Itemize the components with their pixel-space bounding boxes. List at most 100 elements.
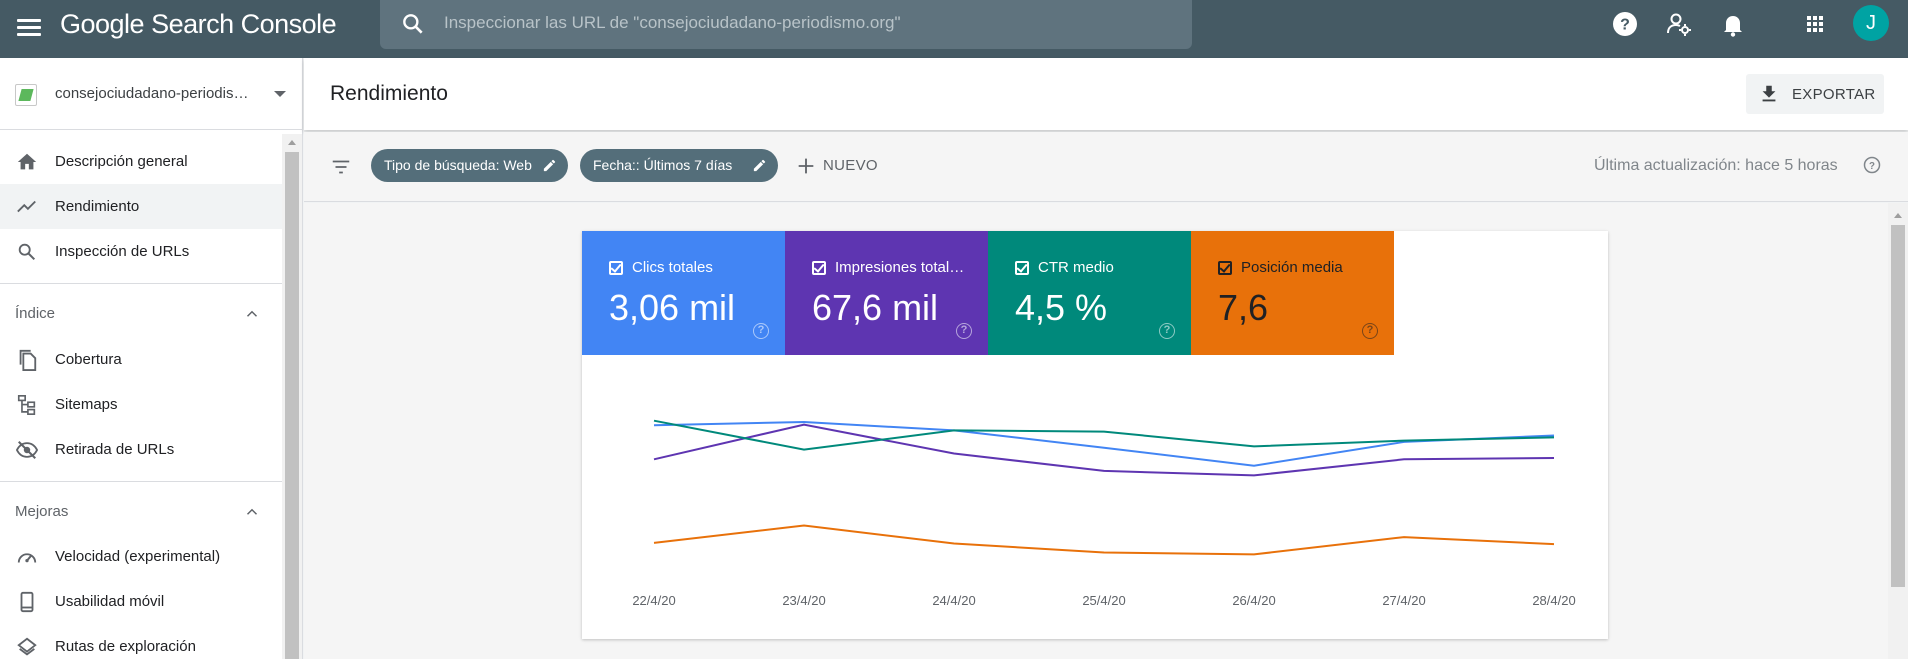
- metric-label: Impresiones total…: [835, 259, 965, 276]
- section-title: Mejoras: [15, 503, 69, 520]
- last-update-text: Última actualización: hace 5 horas: [1594, 157, 1838, 174]
- app-logo[interactable]: Google Search Console: [60, 9, 337, 39]
- chevron-down-icon: [274, 91, 286, 97]
- download-icon: [1762, 85, 1776, 102]
- smartphone-icon: [20, 591, 34, 613]
- scrollbar-thumb[interactable]: [1891, 225, 1905, 587]
- property-selector[interactable]: consejociudadano-periodismo.org: [0, 58, 302, 130]
- main-scrollbar[interactable]: [1888, 203, 1908, 659]
- scrollbar-thumb[interactable]: [285, 152, 299, 659]
- sidebar-item-label: Descripción general: [55, 153, 188, 170]
- help-icon[interactable]: ?: [1159, 323, 1175, 339]
- section-index-toggle[interactable]: Índice: [0, 294, 282, 334]
- help-icon[interactable]: ?: [956, 323, 972, 339]
- sidebar-item-label: Velocidad (experimental): [55, 548, 221, 565]
- metric-value: 67,6 mil: [812, 287, 939, 328]
- menu-icon[interactable]: [15, 13, 43, 41]
- metric-label: Posición media: [1241, 259, 1343, 276]
- search-type-filter-chip[interactable]: Tipo de búsqueda: Web: [371, 149, 568, 182]
- series-line-1: [653, 423, 1555, 477]
- chip-label: Fecha:: Últimos 7 días: [593, 157, 733, 173]
- metric-total-impressions[interactable]: Impresiones total… 67,6 mil ?: [785, 231, 988, 355]
- checkbox-checked-icon[interactable]: [1218, 261, 1232, 275]
- metric-label: CTR medio: [1038, 259, 1114, 276]
- sidebar: consejociudadano-periodismo.org Descripc…: [0, 58, 303, 659]
- metric-value: 7,6: [1218, 287, 1269, 328]
- sidebar-item-performance[interactable]: Rendimiento: [0, 184, 282, 229]
- visibility-off-icon: [16, 441, 38, 459]
- export-button[interactable]: EXPORTAR: [1746, 74, 1884, 114]
- help-icon[interactable]: ?: [1863, 156, 1881, 174]
- layers-icon: [17, 637, 37, 656]
- notifications-icon[interactable]: [1717, 8, 1749, 40]
- svg-text:?: ?: [1620, 17, 1630, 34]
- sidebar-item-label: Inspección de URLs: [55, 243, 190, 260]
- sidebar-item-label: Cobertura: [55, 351, 122, 368]
- sidebar-item-speed[interactable]: Velocidad (experimental): [0, 534, 282, 579]
- filter-bar: Tipo de búsqueda: Web Fecha:: Últimos 7 …: [304, 132, 1908, 202]
- file-copy-icon: [19, 349, 37, 371]
- sidebar-item-label: Usabilidad móvil: [55, 593, 165, 610]
- sidebar-item-coverage[interactable]: Cobertura: [0, 337, 282, 382]
- x-tick-label: 22/4/20: [632, 593, 675, 608]
- edit-icon: [753, 159, 766, 172]
- sidebar-item-label: Retirada de URLs: [55, 441, 175, 458]
- help-icon[interactable]: ?: [753, 323, 769, 339]
- sidebar-item-url-inspection[interactable]: Inspección de URLs: [0, 229, 282, 274]
- search-input[interactable]: [444, 8, 1174, 38]
- export-label: EXPORTAR: [1792, 86, 1876, 103]
- filter-icon[interactable]: [330, 156, 352, 178]
- sidebar-item-label: Sitemaps: [55, 396, 118, 413]
- sidebar-item-label: Rutas de exploración: [55, 638, 196, 655]
- metric-average-ctr[interactable]: CTR medio 4,5 % ?: [988, 231, 1191, 355]
- sidebar-item-sitemaps[interactable]: Sitemaps: [0, 382, 282, 427]
- sidebar-item-breadcrumbs[interactable]: Rutas de exploración: [0, 624, 282, 659]
- checkbox-checked-icon[interactable]: [812, 261, 826, 275]
- top-bar: Google Search Console ? J: [0, 0, 1908, 58]
- help-icon[interactable]: ?: [1609, 8, 1641, 40]
- search-icon: [403, 14, 423, 34]
- divider: [0, 481, 282, 482]
- performance-line-chart: 22/4/20 23/4/20 24/4/20 25/4/20 26/4/20 27/4/…: [632, 419, 1576, 608]
- scroll-up-arrow-icon[interactable]: [1894, 213, 1902, 218]
- edit-icon: [543, 159, 556, 172]
- metric-average-position[interactable]: Posición media 7,6 ?: [1191, 231, 1394, 355]
- metric-label: Clics totales: [632, 259, 713, 276]
- series-line-3: [653, 524, 1555, 556]
- url-inspection-search[interactable]: [380, 0, 1192, 49]
- manage-users-icon[interactable]: [1663, 8, 1695, 40]
- metric-value: 4,5 %: [1015, 287, 1108, 328]
- scroll-up-arrow-icon[interactable]: [288, 140, 296, 145]
- help-icon[interactable]: ?: [1362, 323, 1378, 339]
- x-tick-label: 24/4/20: [932, 593, 975, 608]
- property-name: consejociudadano-periodismo.org: [55, 85, 255, 102]
- property-favicon: [15, 84, 37, 106]
- sitemap-icon: [17, 395, 36, 415]
- checkbox-checked-icon[interactable]: [609, 261, 623, 275]
- new-filter-button[interactable]: NUEVO: [795, 155, 878, 177]
- checkbox-checked-icon[interactable]: [1015, 261, 1029, 275]
- sidebar-scrollbar[interactable]: [282, 134, 302, 659]
- sidebar-item-url-removals[interactable]: Retirada de URLs: [0, 427, 282, 472]
- date-filter-chip[interactable]: Fecha:: Últimos 7 días: [580, 149, 778, 182]
- speed-icon: [17, 553, 37, 563]
- sidebar-item-mobile-usability[interactable]: Usabilidad móvil: [0, 579, 282, 624]
- page-title: Rendimiento: [330, 82, 448, 105]
- chip-label: Tipo de búsqueda: Web: [384, 157, 532, 173]
- chevron-up-icon: [246, 508, 258, 515]
- trending-up-icon: [17, 200, 36, 213]
- chevron-up-icon: [246, 310, 258, 317]
- divider: [0, 283, 282, 284]
- section-enhancements-toggle[interactable]: Mejoras: [0, 492, 282, 532]
- metric-total-clicks[interactable]: Clics totales 3,06 mil ?: [582, 231, 785, 355]
- sidebar-item-overview[interactable]: Descripción general: [0, 139, 282, 184]
- metric-value: 3,06 mil: [609, 287, 736, 328]
- x-tick-label: 27/4/20: [1382, 593, 1425, 608]
- svg-text:?: ?: [1869, 161, 1875, 172]
- series-line-2: [653, 419, 1555, 451]
- performance-card: Clics totales 3,06 mil ? Impresiones tot…: [582, 231, 1608, 639]
- search-icon: [18, 243, 36, 261]
- avatar[interactable]: J: [1853, 5, 1889, 41]
- apps-grid-icon[interactable]: [1799, 8, 1831, 40]
- home-icon: [17, 153, 37, 170]
